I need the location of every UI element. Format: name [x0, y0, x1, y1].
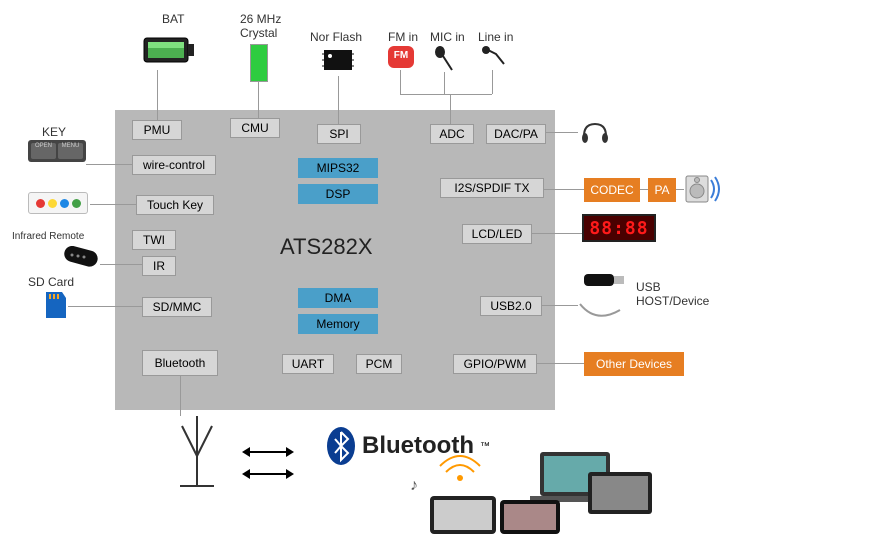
remote-icon: [58, 246, 102, 275]
line: [492, 70, 493, 94]
battery-icon: [140, 30, 200, 70]
irremote-label: Infrared Remote: [12, 231, 84, 242]
line: [400, 94, 492, 95]
block-other: Other Devices: [584, 352, 684, 376]
block-dma: DMA: [298, 288, 378, 308]
line: [90, 204, 136, 205]
sdcard-icon: [42, 290, 68, 325]
device-cluster-icon: ♪: [400, 446, 660, 541]
linein-icon: [480, 44, 510, 75]
linein-label: Line in: [478, 30, 513, 44]
line: [180, 376, 181, 416]
double-arrow-icon: [240, 440, 300, 495]
svg-text:♪: ♪: [410, 477, 418, 494]
antenna-icon: [172, 416, 222, 501]
block-pa: PA: [648, 178, 676, 202]
block-bluetooth: Bluetooth: [142, 350, 218, 376]
block-pmu: PMU: [132, 120, 182, 140]
block-mips: MIPS32: [298, 158, 378, 178]
led-display-icon: 88:88: [582, 214, 656, 242]
block-sdmmc: SD/MMC: [142, 297, 212, 317]
block-gpio: GPIO/PWM: [453, 354, 537, 374]
sdcard-label: SD Card: [28, 275, 74, 289]
chip-title: ATS282X: [280, 234, 373, 260]
headphone-icon: [578, 118, 612, 151]
block-memory: Memory: [298, 314, 378, 334]
line: [400, 70, 401, 94]
key-button-icon: OPEN MENU: [28, 140, 86, 162]
block-dsp: DSP: [298, 184, 378, 204]
line: [444, 72, 445, 94]
line: [537, 363, 584, 364]
micin-label: MIC in: [430, 30, 465, 44]
line: [532, 233, 582, 234]
touchkey-icon: [28, 192, 88, 214]
line: [676, 189, 684, 190]
line: [68, 306, 142, 307]
usbhost-label: USB HOST/Device: [636, 280, 709, 308]
line: [100, 264, 142, 265]
fmin-label: FM in: [388, 30, 418, 44]
block-twi: TWI: [132, 230, 176, 250]
block-pcm: PCM: [356, 354, 402, 374]
usb-stick-icon: [582, 270, 626, 295]
line: [544, 189, 584, 190]
block-i2s: I2S/SPDIF TX: [440, 178, 544, 198]
block-cmu: CMU: [230, 118, 280, 138]
block-wire: wire-control: [132, 155, 216, 175]
key-label: KEY: [42, 125, 66, 139]
usb-cable-icon: [576, 300, 626, 331]
fm-icon: FM: [388, 46, 414, 68]
block-adc: ADC: [430, 124, 474, 144]
bat-label: BAT: [162, 12, 184, 26]
block-ir: IR: [142, 256, 176, 276]
speaker-icon: [684, 172, 724, 211]
crystal-icon: [250, 44, 268, 82]
block-usb: USB2.0: [480, 296, 542, 316]
block-codec: CODEC: [584, 178, 640, 202]
block-uart: UART: [282, 354, 334, 374]
crystal-label: 26 MHz Crystal: [240, 12, 281, 40]
block-spi: SPI: [317, 124, 361, 144]
line: [258, 82, 259, 118]
block-dacpa: DAC/PA: [486, 124, 546, 144]
line: [86, 164, 132, 165]
line: [450, 94, 451, 124]
line: [546, 132, 578, 133]
block-touch: Touch Key: [136, 195, 214, 215]
line: [338, 76, 339, 124]
block-lcd: LCD/LED: [462, 224, 532, 244]
norflash-label: Nor Flash: [310, 30, 362, 44]
line: [640, 189, 648, 190]
line: [157, 70, 158, 120]
line: [542, 305, 578, 306]
